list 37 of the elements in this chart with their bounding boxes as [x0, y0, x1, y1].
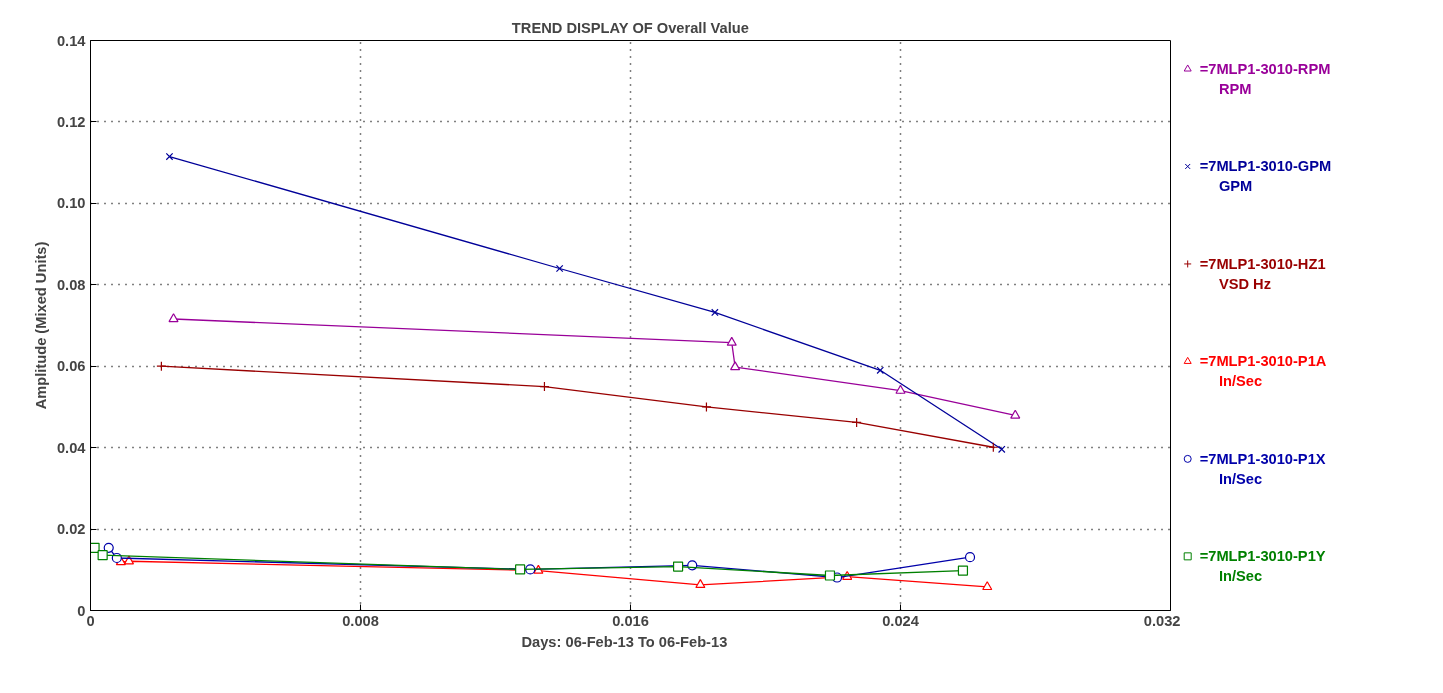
- y-tick-label: 0.10: [56, 195, 86, 212]
- legend-label: =7MLP1-3010-HZ1 VSD Hz: [1199, 255, 1326, 292]
- point: [824, 570, 836, 581]
- point: [103, 542, 114, 553]
- legend-label: =7MLP1-3010-P1A In/Sec: [1199, 353, 1327, 390]
- point: [695, 579, 706, 589]
- x-tick-label: 0.016: [612, 612, 649, 629]
- legend-label: =7MLP1-3010-P1X In/Sec: [1199, 450, 1326, 487]
- point: [730, 361, 741, 371]
- y-tick-label: 0.14: [56, 32, 87, 49]
- x-tick-label: 0.008: [342, 612, 379, 629]
- point: [672, 561, 684, 572]
- point: [964, 552, 976, 563]
- legend-label: =7MLP1-3010-RPM RPM: [1199, 61, 1331, 97]
- y-tick-label: 0.06: [56, 358, 86, 375]
- point: [701, 401, 712, 413]
- point: [957, 565, 969, 576]
- x-axis-title: Days: 06-Feb-13 To 06-Feb-13: [521, 633, 728, 650]
- y-axis-title: Amplitude (Mixed Units): [32, 241, 49, 410]
- y-tick-label: 0.04: [56, 439, 87, 456]
- y-tick-label: 0.08: [56, 276, 86, 293]
- x-tick-label: 0.032: [1143, 612, 1181, 629]
- legend-label: =7MLP1-3010-P1Y In/Sec: [1199, 548, 1326, 585]
- point: [555, 264, 564, 273]
- point: [711, 308, 719, 317]
- point: [168, 313, 179, 323]
- point: [515, 564, 526, 575]
- point: [726, 336, 737, 346]
- point: [895, 384, 906, 394]
- point: [1010, 409, 1021, 419]
- x-tick-label: 0.024: [882, 612, 920, 629]
- point: [982, 581, 993, 591]
- y-tick-label: 0.02: [56, 521, 86, 538]
- chart-title: TREND DISPLAY OF Overall Value: [511, 19, 749, 36]
- legend-label: =7MLP1-3010-GPM GPM: [1199, 158, 1332, 195]
- y-tick-label: 0.12: [56, 113, 86, 130]
- point: [97, 550, 108, 561]
